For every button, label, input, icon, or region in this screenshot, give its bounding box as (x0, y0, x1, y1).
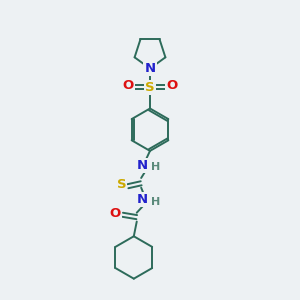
Text: O: O (110, 207, 121, 220)
Text: S: S (117, 178, 126, 191)
Text: O: O (122, 79, 134, 92)
Text: N: N (144, 62, 156, 75)
Text: N: N (136, 159, 148, 172)
Text: S: S (145, 81, 155, 94)
Text: H: H (151, 197, 160, 207)
Text: O: O (167, 79, 178, 92)
Text: H: H (151, 162, 160, 172)
Text: N: N (137, 193, 148, 206)
